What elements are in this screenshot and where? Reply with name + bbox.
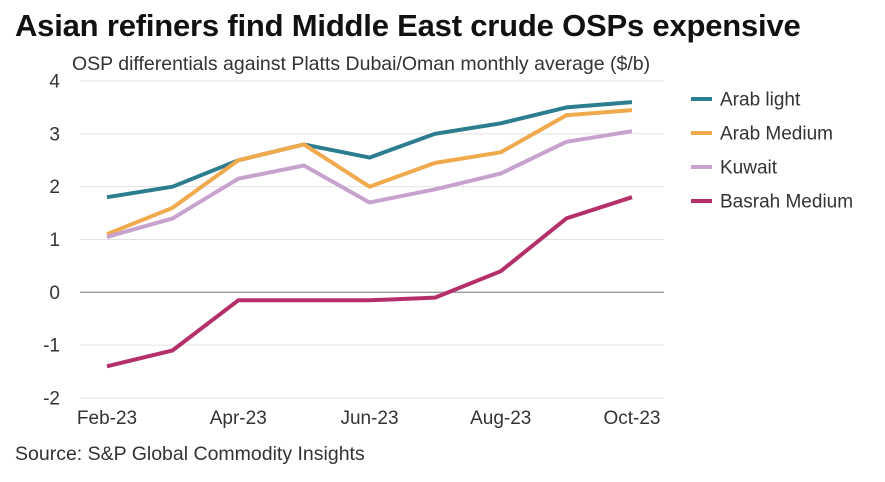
- x-tick-label: Feb-23: [77, 408, 137, 429]
- legend-label-arab-light: Arab light: [720, 90, 801, 111]
- series-line-basrah-medium: [106, 195, 633, 369]
- series-lines: [106, 100, 633, 369]
- x-tick-label: Apr-23: [210, 408, 267, 429]
- y-tick-label: -2: [43, 389, 60, 410]
- series-line-arab-light: [106, 100, 633, 200]
- x-tick-label: Oct-23: [603, 408, 660, 429]
- x-tick-label: Aug-23: [470, 408, 531, 429]
- legend-label-arab-medium: Arab Medium: [720, 124, 833, 145]
- legend-label-basrah-medium: Basrah Medium: [720, 192, 853, 213]
- y-tick-label: 2: [49, 177, 60, 198]
- chart-subtitle: OSP differentials against Platts Dubai/O…: [72, 53, 651, 75]
- y-tick-label: -1: [43, 336, 60, 357]
- y-tick-label: 3: [49, 124, 60, 145]
- y-tick-label: 0: [49, 283, 60, 304]
- series-line-kuwait: [106, 129, 633, 239]
- y-axis-ticks: -2 -1 0 1 2 3 4: [43, 72, 60, 410]
- series-line-arab-medium: [106, 108, 633, 237]
- x-axis-ticks: Feb-23 Apr-23 Jun-23 Aug-23 Oct-23: [77, 408, 661, 429]
- source-note: Source: S&P Global Commodity Insights: [15, 443, 365, 465]
- y-tick-label: 4: [49, 72, 60, 93]
- legend-label-kuwait: Kuwait: [720, 158, 778, 179]
- legend: Arab light Arab Medium Kuwait Basrah Medium: [691, 90, 853, 213]
- chart-title: Asian refiners find Middle East crude OS…: [15, 8, 801, 43]
- x-tick-label: Jun-23: [340, 408, 398, 429]
- y-tick-label: 1: [49, 230, 60, 251]
